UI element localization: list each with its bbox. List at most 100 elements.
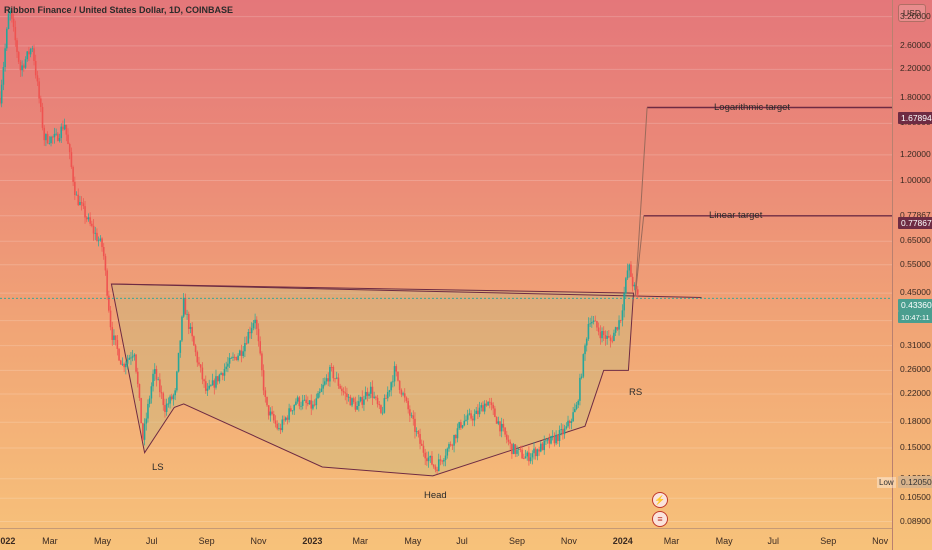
chart-title: Ribbon Finance / United States Dollar, 1… <box>4 5 234 15</box>
candle-body <box>14 26 17 41</box>
candle-body <box>448 444 450 449</box>
candle-body <box>238 350 241 356</box>
lightning-icon[interactable]: ⚡ <box>652 492 668 508</box>
targets <box>634 106 892 297</box>
candle-body <box>548 438 551 444</box>
candle-body <box>235 357 238 361</box>
candle-body <box>604 335 607 339</box>
candle-body <box>43 127 46 141</box>
candle-body <box>210 385 212 387</box>
candle-body <box>230 357 233 359</box>
candle-body <box>449 444 452 446</box>
candle-body <box>0 84 3 104</box>
pattern-area <box>110 283 635 477</box>
candle-body <box>113 335 115 340</box>
candle-body <box>492 404 494 409</box>
currency-button[interactable]: USD <box>898 4 926 22</box>
price-axis-border <box>892 0 893 550</box>
candle-body <box>160 392 163 394</box>
candle-body <box>592 320 595 322</box>
candle-body <box>108 295 110 311</box>
time-tick-label: Sep <box>820 536 837 546</box>
candle-body <box>543 440 546 451</box>
candle-body <box>546 438 549 441</box>
candle-body <box>153 368 156 374</box>
candle-body <box>557 434 559 441</box>
linear-target-projection <box>634 215 645 297</box>
candle-body <box>53 133 56 138</box>
candle-body <box>286 417 289 420</box>
candle-body <box>623 293 625 311</box>
candle-body <box>533 448 535 454</box>
candle-body <box>147 403 149 419</box>
candle-body <box>315 398 318 406</box>
candle-body <box>456 428 459 439</box>
candle-body <box>608 335 610 338</box>
price-tick-label: 0.45000 <box>900 287 931 298</box>
candle-body <box>2 67 5 85</box>
earnings-icon[interactable]: ≡ <box>652 511 668 527</box>
candle-body <box>633 284 636 287</box>
candle-body <box>523 458 525 460</box>
candle-body <box>62 126 64 130</box>
candle-body <box>279 428 282 431</box>
candle-body <box>485 403 488 406</box>
candle-body <box>46 134 49 144</box>
candle-body <box>34 60 37 76</box>
candle-body <box>461 425 464 428</box>
candle-body <box>138 384 141 398</box>
candle-body <box>232 356 234 358</box>
candle-body <box>337 377 340 386</box>
candle-body <box>332 367 335 379</box>
candle-body <box>194 345 197 353</box>
candle-body <box>133 354 136 357</box>
candle-body <box>11 10 13 19</box>
candle-body <box>203 379 205 382</box>
candle-body <box>363 399 365 405</box>
candle-body <box>490 402 493 405</box>
time-tick-label: 2023 <box>302 536 323 546</box>
neckline <box>111 283 702 299</box>
candle-body <box>487 401 489 406</box>
candle-body <box>468 413 471 415</box>
candle-body <box>572 412 574 422</box>
candle-body <box>398 380 401 390</box>
candle-body <box>102 247 105 257</box>
candle-body <box>273 414 275 421</box>
candle-body <box>614 327 617 333</box>
candle-body <box>574 408 576 413</box>
candle-body <box>101 238 103 248</box>
candle-body <box>380 405 382 413</box>
candle-body <box>562 429 564 435</box>
candle-body <box>4 48 6 68</box>
candle-body <box>58 138 61 141</box>
candle-body <box>266 396 268 406</box>
candle-body <box>412 415 415 419</box>
candle-body <box>274 420 277 424</box>
candle-body <box>31 48 34 50</box>
candle-body <box>201 367 204 380</box>
candle-body <box>521 449 523 459</box>
candle-body <box>609 337 612 341</box>
candle-body <box>313 404 316 406</box>
candle-body <box>152 373 154 387</box>
candle-body <box>51 136 54 138</box>
candle-body <box>507 439 510 442</box>
candle-body <box>400 389 403 395</box>
candle-body <box>631 276 634 287</box>
candle-body <box>327 378 330 382</box>
candle-body <box>252 323 255 329</box>
candle-body <box>358 401 360 406</box>
time-tick-label: Jul <box>767 536 780 546</box>
candle-body <box>155 368 158 380</box>
candle-body <box>303 399 306 401</box>
candle-body <box>526 452 529 457</box>
candle-body <box>424 452 426 459</box>
candle-body <box>480 405 483 408</box>
candle-body <box>131 356 134 358</box>
candle-body <box>170 396 173 400</box>
candle-body <box>136 371 139 385</box>
candle-body <box>563 428 566 435</box>
candle-body <box>84 206 86 218</box>
